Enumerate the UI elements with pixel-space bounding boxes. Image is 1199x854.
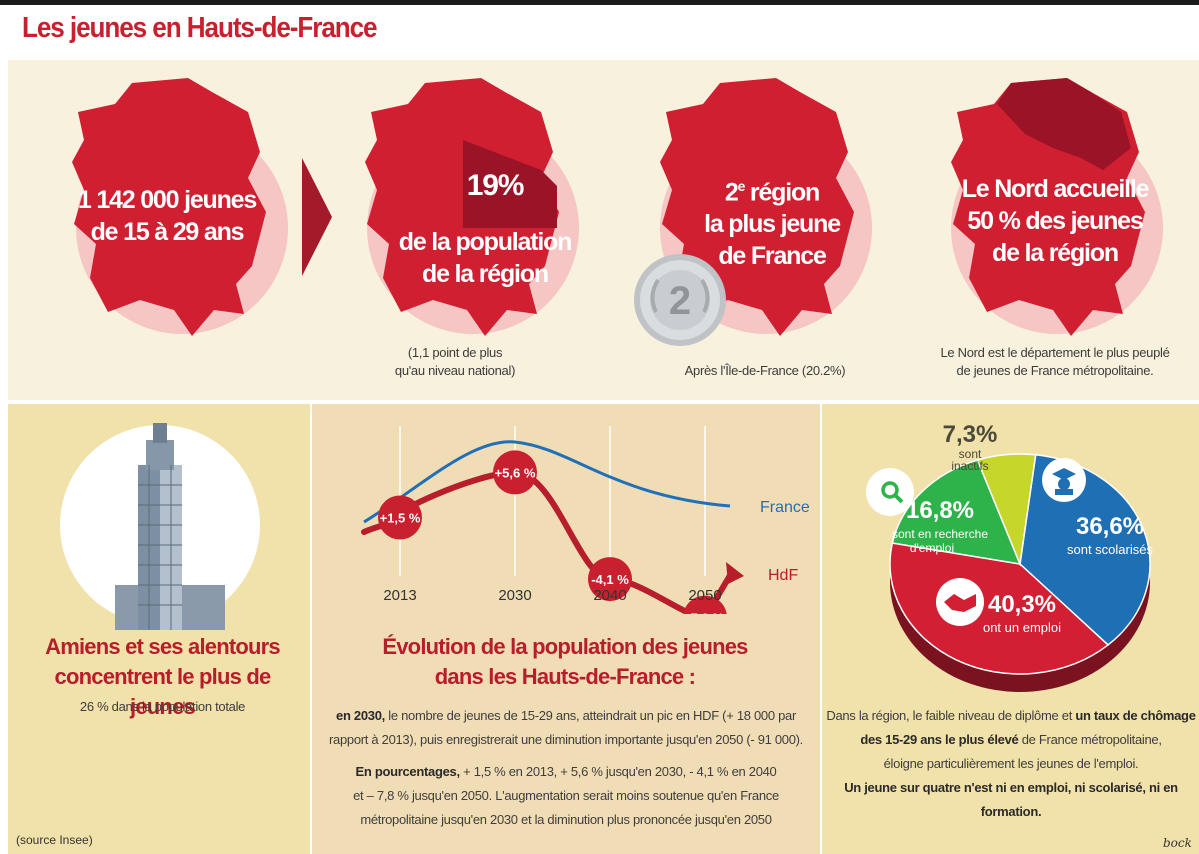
evolution-title: Évolution de la population des jeunes da… [382,634,748,689]
hdf-series-label: HdF [768,567,798,584]
x-tick-2030: 2030 [498,587,531,604]
hdf-value-2040: -4,1 % [591,572,629,587]
hdf-value-2013: +1,5 % [380,511,421,526]
x-tick-labels: 2013 2030 2040 2050 [383,587,721,604]
amiens-title: Amiens et ses alentours concentrent le p… [45,634,281,719]
youngest-rank-caption: Après l'Île-de-France (20.2%) [684,363,846,378]
pie-slice-2 [891,459,1022,565]
youngest-rank-line1: 2e région [724,178,820,207]
employment-pie-chart: 36,6% sont scolarisés 40,3% ont un emplo… [866,421,1153,692]
pie-slice-1 [889,542,1110,675]
x-tick-2050: 2050 [688,587,721,604]
map-population-share [365,78,579,336]
population-share-line2: de la région [422,260,549,288]
hdf-arrowhead [726,562,744,584]
slice-desc-searching-1: sont en recherche [892,527,988,541]
evolution-panel [312,404,820,854]
hdf-value-2050: -7,6 % [686,611,724,614]
graduate-icon [1052,468,1076,495]
signature: bock [1163,836,1192,850]
hdf-data-labels: +1,5 % +5,6 % -4,1 % -7,6 % [378,450,727,614]
youngest-rank-text: 2e région la plus jeune de France [672,170,872,272]
map-young-count [72,78,288,336]
search-icon-badge [866,468,914,516]
population-share-text: de la population de la région [375,226,595,290]
hdf-value-2030: +5,6 % [495,465,536,480]
handshake-icon [944,594,976,612]
hdf-label-2050: -7,6 % [683,595,727,614]
slice-desc-inactive-2: inactifs [951,459,988,473]
x-tick-2013: 2013 [383,587,416,604]
slice-label-searching: 16,8% [906,497,974,524]
nord-share-line1: Le Nord accueille [961,175,1150,203]
nord-share-text: Le Nord accueille 50 % des jeunes de la … [950,173,1160,269]
slice-desc-searching-2: d'emploi [910,541,954,555]
hdf-label-2013: +1,5 % [378,495,422,540]
youngest-rank-line2: la plus jeune [704,210,841,239]
slice-label-inactive: 7,3% [943,421,998,448]
evolution-paragraph-1: en 2030, le nombre de jeunes de 15-29 an… [329,708,803,747]
nord-share-line2: 50 % des jeunes [967,207,1143,235]
slice-desc-employed: ont un emploi [983,620,1061,635]
evolution-line-chart: +1,5 % +5,6 % -4,1 % -7,6 % 2013 2030 2040 205… [361,426,810,614]
evolution-paragraph-2: En pourcentages, + 1,5 % en 2013, + 5,6 … [353,764,779,827]
young-count-text: 1 142 000 jeunes de 15 à 29 ans [62,184,272,248]
youngest-rank-line3: de France [718,242,827,271]
nord-share-caption: Le Nord est le département le plus peupl… [940,345,1170,378]
silver-medal-icon: 2 [634,254,726,346]
young-count-line2: de 15 à 29 ans [90,218,245,246]
pie-slice-3 [976,453,1037,567]
population-share-line1: de la population [398,228,573,256]
slice-label-employed: 40,3% [988,591,1056,618]
hdf-point-2013 [378,495,422,540]
hdf-point-2050 [683,595,727,614]
population-share-caption: (1,1 point de plus qu'au niveau national… [394,345,516,378]
population-share-percent: 19% [466,169,525,202]
amiens-subtitle: 26 % dans la population totale [79,699,246,714]
page-title: Les jeunes en Hauts-de-France [22,12,378,44]
pie-slices [889,453,1151,675]
france-series-label: France [760,499,810,516]
map-nord-department [951,78,1163,336]
source-note: (source Insee) [16,833,93,847]
top-rule [0,0,1199,5]
tower-building-icon [60,423,260,630]
slice-desc-inactive-1: sont [959,447,982,461]
nord-share-line3: de la région [992,239,1119,267]
chevron-right-icon [302,158,332,276]
france-series-line [363,440,731,524]
young-count-line1: 1 142 000 jeunes [77,186,257,214]
slice-label-school: 36,6% [1076,513,1144,540]
hdf-label-2040: -4,1 % [588,557,632,602]
x-tick-2040: 2040 [593,587,626,604]
search-icon [881,481,904,504]
hdf-point-2030 [493,450,537,495]
hdf-label-2030: +5,6 % [493,450,537,495]
employment-paragraph: Dans la région, le faible niveau de dipl… [826,708,1196,819]
slice-desc-school: sont scolarisés [1067,542,1153,557]
hdf-point-2040 [588,557,632,602]
hdf-series-line [361,469,735,614]
svg-text:2: 2 [669,279,691,323]
